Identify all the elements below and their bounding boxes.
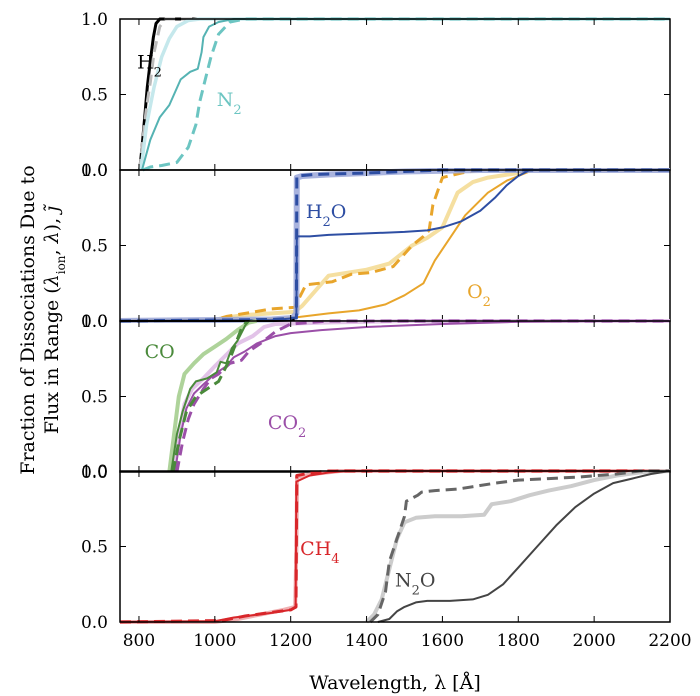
panel-1-series-line-4 xyxy=(141,18,670,171)
y-tick-label: 0.0 xyxy=(81,161,108,181)
panel-3-frame xyxy=(119,320,671,473)
series-label-1-1: H2 xyxy=(137,51,162,80)
x-tick-label: 1400 xyxy=(345,631,388,651)
y-tick-label: 1.0 xyxy=(81,10,108,30)
panel-2: 0.0 0.5 1.0 H2O O2 xyxy=(81,161,671,332)
x-tick-label: 2000 xyxy=(573,631,616,651)
y-tick-label: 0.0 xyxy=(81,463,108,483)
series-label-4-2: N2O xyxy=(395,570,435,599)
panels-group: 0.0 0.5 1.0 H2 N2 0.0 0.5 1.0 H2O O2 0.0 0.5 1.0 CO CO… xyxy=(81,10,671,633)
x-axis-label: Wavelength, λ [Å] xyxy=(309,672,480,694)
series-label-2-2: O2 xyxy=(467,281,491,310)
y-tick-label: 1.0 xyxy=(81,312,108,332)
panel-1-series-line-2 xyxy=(138,17,670,171)
panel-4-series-line-4 xyxy=(365,469,670,624)
series-label-4-1: CH4 xyxy=(300,538,339,567)
ylabel-close: ), xyxy=(41,212,63,232)
ylabel-lambda1: λ xyxy=(41,274,63,287)
panel-2-series-line-4 xyxy=(120,168,670,323)
y-tick-label: 1.0 xyxy=(81,161,108,181)
series-label-3-2: CO2 xyxy=(268,412,306,441)
panel-3-series-line-6 xyxy=(171,320,249,473)
x-tick-label: 800 xyxy=(123,631,155,651)
y-axis-label-group: Fraction of Dissociations Due to Flux in… xyxy=(17,165,68,474)
panel-4-series-line-6 xyxy=(377,470,670,623)
y-tick-label: 0.5 xyxy=(81,86,108,106)
panel-1-series-line-1 xyxy=(138,17,670,171)
panel-2-series xyxy=(120,168,670,323)
panel-3-series-line-3 xyxy=(174,320,670,473)
y-axis-label-line2: Flux in Range (λion, λ), j̃ xyxy=(41,204,68,435)
panel-2-series-line-5 xyxy=(120,168,670,323)
y-tick-label: 0.0 xyxy=(81,613,108,633)
panel-4: 0.0 0.5 1.0 CH4 N2O xyxy=(81,462,671,633)
panel-2-series-line-2 xyxy=(120,168,670,323)
ylabel-jtilde: j̃ xyxy=(41,204,63,216)
ylabel-lambda2: λ xyxy=(41,231,63,244)
panel-3-series-line-1 xyxy=(171,319,670,473)
x-tick-label: 1600 xyxy=(421,631,464,651)
panel-3-series-line-2 xyxy=(175,319,670,473)
x-tick-label: 1000 xyxy=(193,631,236,651)
y-axis-label-line1: Fraction of Dissociations Due to xyxy=(17,165,39,474)
ylabel-ion-sub: ion xyxy=(54,255,68,274)
panel-3: 0.0 0.5 1.0 CO CO2 xyxy=(81,312,671,483)
panel-2-frame xyxy=(119,169,671,322)
panel-2-series-line-1 xyxy=(120,168,670,323)
panel-1-series-line-5 xyxy=(142,17,670,172)
panel-4-series xyxy=(120,469,670,624)
panel-4-series-line-5 xyxy=(369,469,670,624)
x-tick-label: 1200 xyxy=(269,631,312,651)
panel-3-series xyxy=(167,319,670,473)
y-tick-label: 0.5 xyxy=(81,237,108,257)
panel-1: 0.0 0.5 1.0 H2 N2 xyxy=(81,10,671,181)
ylabel-line2-a: Flux in Range ( xyxy=(41,286,63,434)
series-label-2-1: H2O xyxy=(306,201,346,230)
x-tick-label: 2200 xyxy=(648,631,691,651)
ylabel-comma: , xyxy=(41,243,63,255)
series-label-3-1: CO xyxy=(145,341,175,363)
series-label-1-2: N2 xyxy=(217,89,242,118)
panel-4-series-line-3 xyxy=(120,470,670,623)
panel-3-series-line-4 xyxy=(167,319,257,473)
y-tick-label: 0.5 xyxy=(81,538,108,558)
panel-3-series-line-5 xyxy=(170,320,250,473)
y-tick-label: 1.0 xyxy=(81,462,108,482)
panel-2-series-line-3 xyxy=(120,169,670,322)
x-tick-labels: 800 1000 1200 1400 1600 1800 2000 2200 xyxy=(123,631,692,651)
y-tick-label: 0.5 xyxy=(81,388,108,408)
x-tick-label: 1800 xyxy=(497,631,540,651)
panel-2-series-line-6 xyxy=(120,169,670,322)
y-tick-label: 0.0 xyxy=(81,312,108,332)
